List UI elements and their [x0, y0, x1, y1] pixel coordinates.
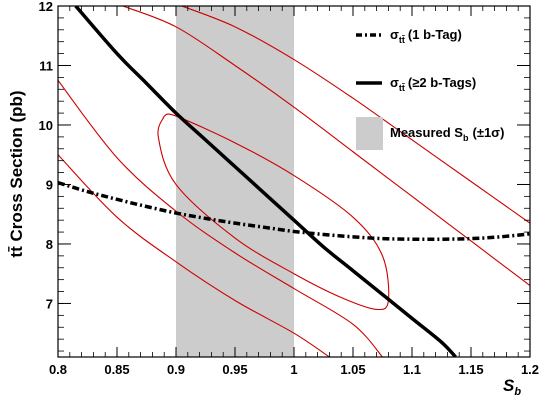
measured-sb-band [176, 6, 294, 357]
legend-swatch-band [356, 117, 383, 150]
x-tick-label: 0.85 [104, 362, 129, 377]
legend: σtt̄ (1 b-Tag) σtt̄ (≥2 b-Tags) Measured S… [356, 27, 504, 150]
likelihood-contour-outer-lower [58, 154, 330, 357]
x-tick-label: 1.15 [458, 362, 483, 377]
y-tick-label: 10 [39, 118, 53, 133]
x-axis-title: Sb [503, 376, 521, 398]
x-tick-label: 0.9 [167, 362, 185, 377]
series-line-1 [58, 181, 530, 242]
legend-label-2-btags: σtt̄ (≥2 b-Tags) [390, 75, 476, 93]
legend-label-band: Measured Sb (±1σ) [390, 125, 504, 143]
likelihood-contour-middle-upper [122, 6, 530, 287]
x-tick-label: 0.8 [49, 362, 67, 377]
x-tick-label: 1.05 [340, 362, 365, 377]
y-tick-label: 11 [39, 58, 53, 73]
likelihood-contour-outer-upper [181, 6, 530, 224]
likelihood-contour-inner [157, 113, 390, 311]
axes: 0.8 0.85 0.9 0.95 1 1.05 1.1 1.15 1.2 7 8 9 10 11 12 [39, 0, 540, 377]
y-tick-label: 8 [46, 237, 53, 252]
x-tick-label: 1.2 [521, 362, 539, 377]
x-tick-label: 1 [290, 362, 297, 377]
x-axis-title-sub: b [514, 386, 521, 398]
legend-label-1-btag: σtt̄ (1 b-Tag) [390, 27, 462, 45]
plot-area [58, 6, 530, 357]
y-tick-label: 12 [39, 0, 53, 14]
y-axis-title: tt̄ Cross Section (pb) [7, 90, 26, 257]
likelihood-contour-middle-lower [58, 80, 383, 357]
x-axis-title-main: S [503, 376, 515, 395]
series-line-2 [74, 6, 457, 357]
x-tick-label: 0.95 [222, 362, 247, 377]
y-tick-label: 9 [46, 177, 53, 192]
x-tick-label: 1.1 [403, 362, 421, 377]
y-tick-label: 7 [46, 296, 53, 311]
